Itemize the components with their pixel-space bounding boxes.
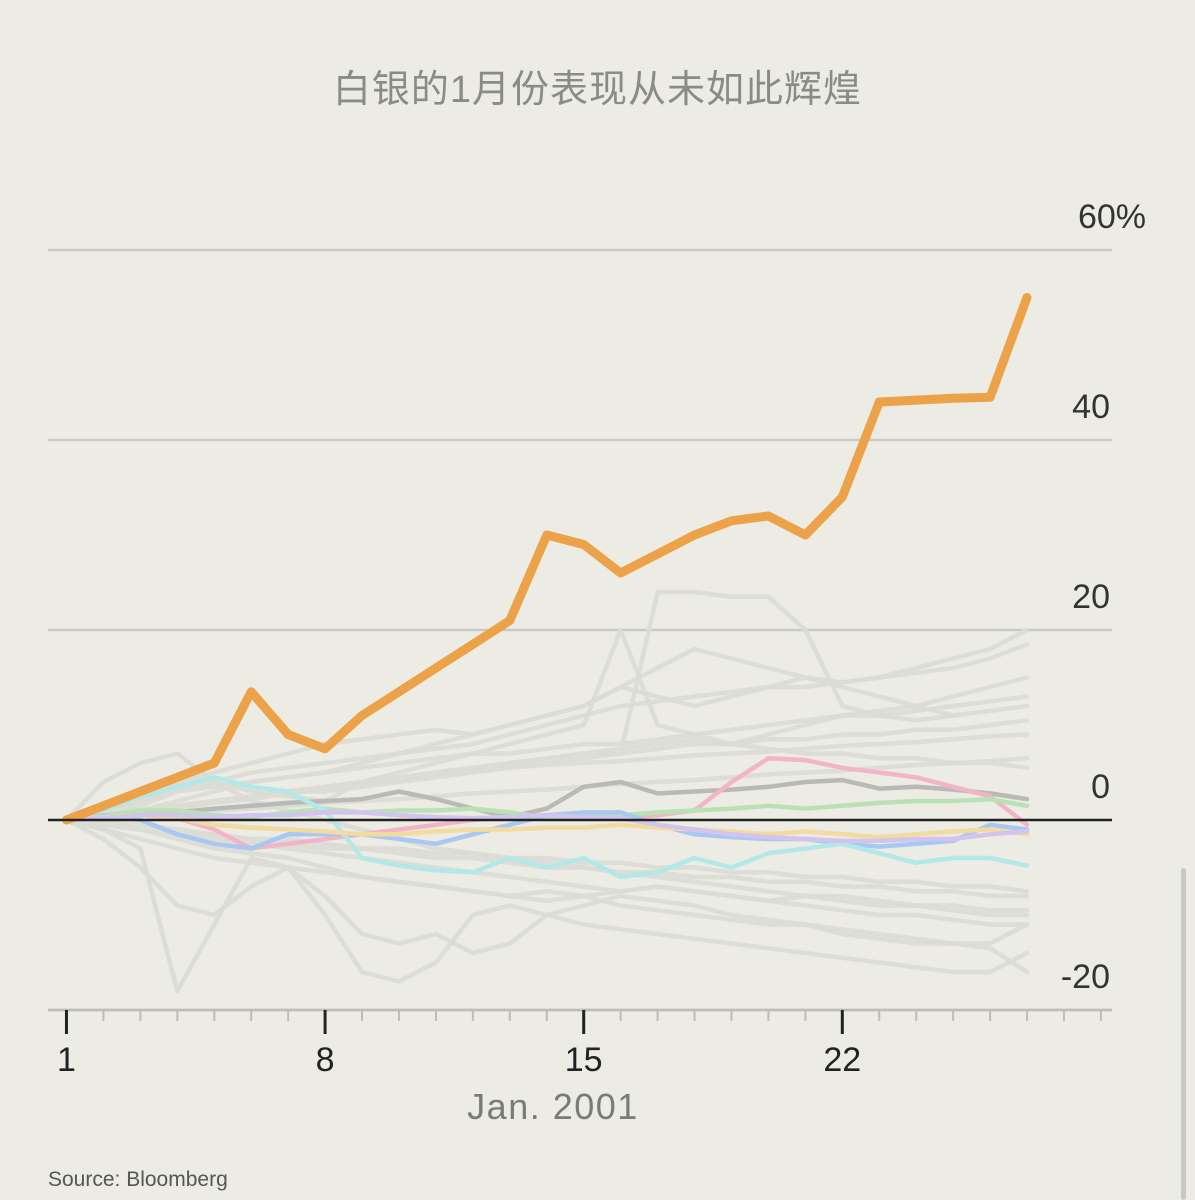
series-line-gray-12 [64,751,1030,913]
scrollbar[interactable] [1181,868,1186,1200]
series-line-gray-dark [64,777,1030,823]
y-tick-label: 40 [1072,388,1110,426]
x-tick-label: 1 [57,1041,76,1079]
series-line-gray-2 [64,817,1030,975]
y-tick-label: 60% [1078,198,1146,236]
series-line-lavender [64,810,1030,844]
series-line-yellow [64,813,1030,840]
series-line-silver [62,293,1032,825]
y-tick-label: -20 [1061,958,1110,996]
y-tick-label: 0 [1091,768,1110,806]
x-tick-label: 8 [316,1041,335,1079]
series-line-gray-17 [64,817,1030,927]
x-tick-label: 22 [823,1041,861,1079]
series-line-gray-15 [64,737,1030,823]
series-line-gray-3 [64,817,1030,946]
y-tick-label: 20 [1072,578,1110,616]
chart-title: 白银的1月份表现从未如此辉煌 [332,69,863,111]
series-line-gray-10 [64,817,1030,918]
x-axis-label: Jan. 2001 [467,1086,639,1127]
series-line-gray-14 [64,646,956,823]
source-note: Source: Bloomberg [48,1168,228,1191]
x-tick-label: 15 [565,1041,603,1079]
series-line-cyan [64,775,1030,880]
